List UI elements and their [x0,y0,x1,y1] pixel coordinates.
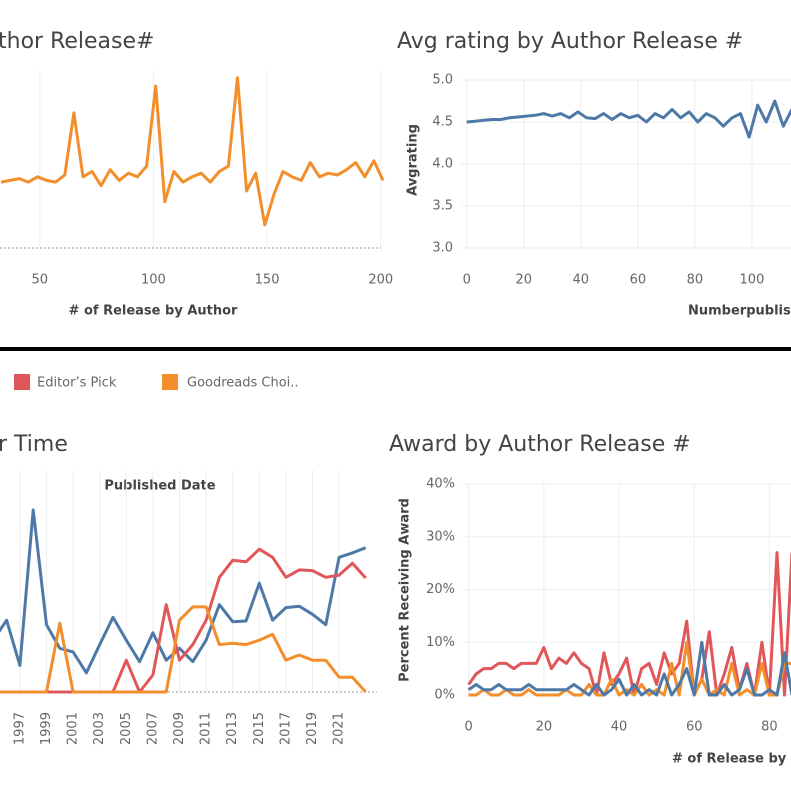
y-tick-label: 40% [426,477,455,492]
legend-label[interactable]: Editor’s Pick [37,376,117,391]
y-axis-label: Avgrating [406,124,421,196]
x-tick-label: 20 [536,720,553,735]
x-tick-label: 2017 [278,712,293,745]
x-tick-label: 1999 [39,712,54,745]
legend-label[interactable]: Goodreads Choi.. [187,376,299,391]
x-axis-label: Numberpublish [688,304,791,319]
x-tick-label: 60 [686,720,703,735]
x-tick-label: 2001 [66,712,81,745]
y-tick-label: 3.0 [432,241,453,256]
x-tick-label: 2007 [145,712,160,745]
x-tick-label: 40 [611,720,628,735]
x-tick-label: 2009 [172,712,187,745]
x-tick-label: 100 [740,273,765,288]
x-tick-label: 100 [141,273,166,288]
y-tick-label: 30% [426,529,455,544]
data-line [466,99,791,139]
x-tick-label: 1997 [12,712,27,745]
chart-title: r Time [0,432,68,457]
x-tick-label: 2015 [252,712,267,745]
y-tick-label: 4.0 [432,157,453,172]
chart-title: thor Release# [0,29,154,54]
x-tick-label: 40 [573,273,590,288]
x-tick-label: 20 [515,273,532,288]
x-tick-label: 80 [687,273,704,288]
x-tick-label: 1995 [0,712,1,745]
chart-subtitle: Published Date [104,479,215,494]
x-tick-label: 150 [255,273,280,288]
x-tick-label: 0 [464,720,472,735]
x-tick-label: 2021 [332,712,347,745]
y-tick-label: 10% [426,635,455,650]
y-tick-label: 0% [434,688,455,703]
x-tick-label: 60 [630,273,647,288]
legend-swatch [162,374,178,390]
x-tick-label: 2013 [225,712,240,745]
y-axis-label: Percent Receiving Award [398,498,413,682]
chart-title: Avg rating by Author Release # [397,29,743,54]
data-line [0,76,385,227]
x-tick-label: 0 [463,273,471,288]
y-tick-label: 20% [426,582,455,597]
data-line [467,551,791,697]
divider [0,347,791,351]
data-line [467,640,791,697]
x-tick-label: 50 [32,273,49,288]
x-tick-label: 2019 [305,712,320,745]
x-tick-label: 2011 [199,712,214,745]
x-axis-label: # of Release by A [672,752,791,767]
data-line [0,547,367,694]
legend-swatch [14,374,30,390]
chart-title: Award by Author Release # [389,432,691,457]
x-tick-label: 200 [368,273,393,288]
y-tick-label: 5.0 [432,73,453,88]
x-tick-label: 2003 [92,712,107,745]
data-line [0,605,367,694]
y-tick-label: 4.5 [432,115,453,130]
x-tick-label: 2005 [119,712,134,745]
x-axis-label: # of Release by Author [69,304,239,319]
x-tick-label: 80 [761,720,778,735]
y-tick-label: 3.5 [432,199,453,214]
